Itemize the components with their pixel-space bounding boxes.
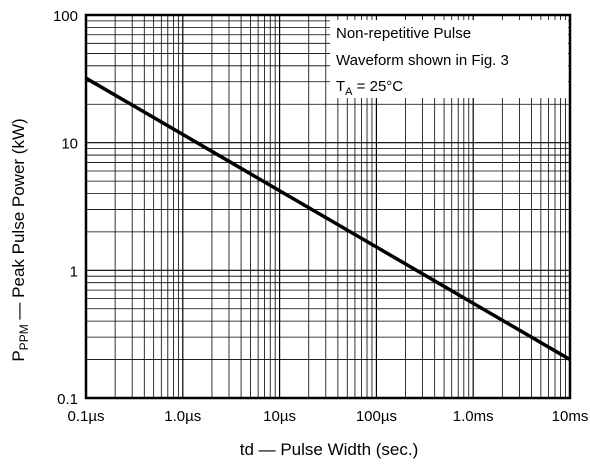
x-tick-label: 1.0ms <box>453 408 494 425</box>
annotation-box: Non-repetitive Pulse Waveform shown in F… <box>330 20 568 98</box>
y-tick-label: 0.1 <box>57 391 78 408</box>
x-tick-label: 0.1µs <box>68 408 105 425</box>
annotation-line-3: TA = 25°C <box>336 78 403 98</box>
y-tick-label: 100 <box>53 8 78 25</box>
y-tick-label: 1 <box>70 263 78 280</box>
y-tick-labels: 100 10 1 0.1 <box>53 8 78 408</box>
x-tick-labels: 0.1µs 1.0µs 10µs 100µs 1.0ms 10ms <box>68 408 589 425</box>
x-tick-label: 1.0µs <box>164 408 201 425</box>
y-tick-label: 10 <box>61 136 78 153</box>
grid <box>85 15 570 399</box>
x-tick-label: 10µs <box>263 408 296 425</box>
plot-frame <box>84 13 572 400</box>
series-line-power-vs-pulse-width <box>85 76 571 362</box>
x-axis-title: td — Pulse Width (sec.) <box>240 440 419 459</box>
y-axis-title: PPPM — Peak Pulse Power (kW) <box>9 118 31 361</box>
x-tick-label: 100µs <box>356 408 397 425</box>
x-tick-label: 10ms <box>552 408 589 425</box>
annotation-line-1: Non-repetitive Pulse <box>336 25 471 42</box>
annotation-line-2: Waveform shown in Fig. 3 <box>336 52 509 69</box>
